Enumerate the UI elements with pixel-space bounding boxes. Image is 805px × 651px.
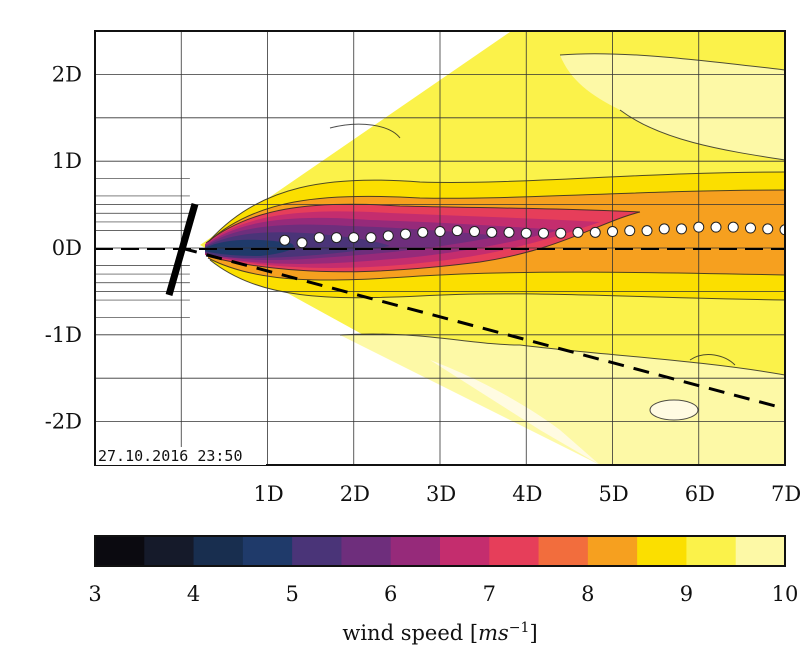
wake-deflection-line <box>180 246 785 411</box>
wake-centre-points <box>279 221 785 249</box>
wake-centre-point <box>658 223 670 235</box>
colorbar-swatch <box>341 536 392 566</box>
contour-band-10-spot <box>650 400 698 420</box>
colorbar-title: wind speed [ms−1] <box>342 620 537 645</box>
colorbar <box>95 536 786 566</box>
turbine-rotor <box>165 203 199 296</box>
plot-frame <box>94 30 786 466</box>
colorbar-swatch <box>538 536 589 566</box>
colorbar-swatch <box>95 536 145 566</box>
x-tick-label: 1D <box>254 482 284 506</box>
colorbar-tick-label: 9 <box>680 582 693 606</box>
colorbar-tick-label: 5 <box>285 582 298 606</box>
timestamp-background <box>96 447 266 465</box>
wake-centre-point <box>296 237 308 249</box>
wake-centre-point <box>469 226 480 238</box>
wake-centre-point <box>434 226 446 238</box>
wake-centre-point <box>762 223 774 235</box>
x-tick-label: 3D <box>426 482 456 506</box>
wake-centre-point <box>538 227 549 239</box>
y-tick-label: -1D <box>45 323 82 347</box>
x-tick-labels: 1D 2D 3D 4D 5D 6D 7D <box>254 482 802 506</box>
colorbar-swatch <box>440 536 490 566</box>
wake-centre-point <box>641 225 653 237</box>
colorbar-swatch <box>193 536 244 566</box>
x-tick-label: 7D <box>771 482 801 506</box>
y-tick-label: 2D <box>52 62 82 86</box>
wake-centre-point <box>779 224 785 236</box>
colorbar-swatch <box>587 536 638 566</box>
colorbar-frame <box>94 535 786 567</box>
wake-centre-point <box>279 234 291 246</box>
wake-centre-point <box>745 222 756 234</box>
contour-band-9-5 <box>340 333 785 465</box>
x-tick-label: 6D <box>685 482 715 506</box>
wake-centre-point <box>676 223 687 235</box>
colorbar-swatch <box>637 536 687 566</box>
wake-centre-point <box>331 232 342 244</box>
wake-centre-point <box>520 227 532 239</box>
colorbar-tick-label: 6 <box>384 582 397 606</box>
colorbar-swatch <box>292 536 342 566</box>
colorbar-tick-label: 7 <box>483 582 496 606</box>
wake-centre-point <box>313 232 325 244</box>
wake-centre-point <box>607 226 618 238</box>
colorbar-swatch <box>686 536 737 566</box>
contour-lines <box>205 53 785 421</box>
colorbar-swatch <box>144 536 195 566</box>
colorbar-swatch <box>242 536 293 566</box>
wake-centre-point <box>624 225 636 237</box>
y-tick-label: -2D <box>45 410 82 434</box>
wake-centre-point <box>555 227 567 239</box>
wake-centre-point <box>710 221 722 233</box>
wake-centre-point <box>727 221 739 233</box>
y-tick-label: 0D <box>52 236 82 260</box>
colorbar-tick-label: 10 <box>772 582 799 606</box>
colorbar-swatch <box>489 536 540 566</box>
x-tick-label: 5D <box>599 482 629 506</box>
colorbar-swatch <box>735 536 786 566</box>
colorbar-tick-labels: 3 4 5 6 7 8 9 10 <box>88 582 798 606</box>
wake-centre-point <box>417 226 429 238</box>
colorbar-tick-label: 3 <box>88 582 101 606</box>
wake-centre-point <box>572 226 584 238</box>
wake-centre-point <box>693 221 705 233</box>
colorbar-tick-label: 8 <box>581 582 594 606</box>
contour-band-9-5-upper <box>560 53 785 160</box>
y-tick-label: 1D <box>52 149 82 173</box>
colorbar-swatch <box>390 536 441 566</box>
wake-centre-point <box>589 226 601 238</box>
wake-centre-point <box>348 232 360 244</box>
wake-centre-point <box>486 226 498 238</box>
wake-centre-point <box>503 226 515 238</box>
wake-centre-point <box>365 232 377 244</box>
wake-centre-point <box>382 230 394 242</box>
x-tick-label: 4D <box>512 482 542 506</box>
y-tick-labels: 2D 1D 0D -1D -2D <box>45 62 82 433</box>
x-tick-label: 2D <box>340 482 370 506</box>
contour-band-10 <box>430 360 600 465</box>
wake-centre-point <box>400 228 411 240</box>
colorbar-tick-label: 4 <box>187 582 200 606</box>
timestamp-label: 27.10.2016 23:50 <box>98 447 243 465</box>
wake-centre-point <box>451 225 463 237</box>
